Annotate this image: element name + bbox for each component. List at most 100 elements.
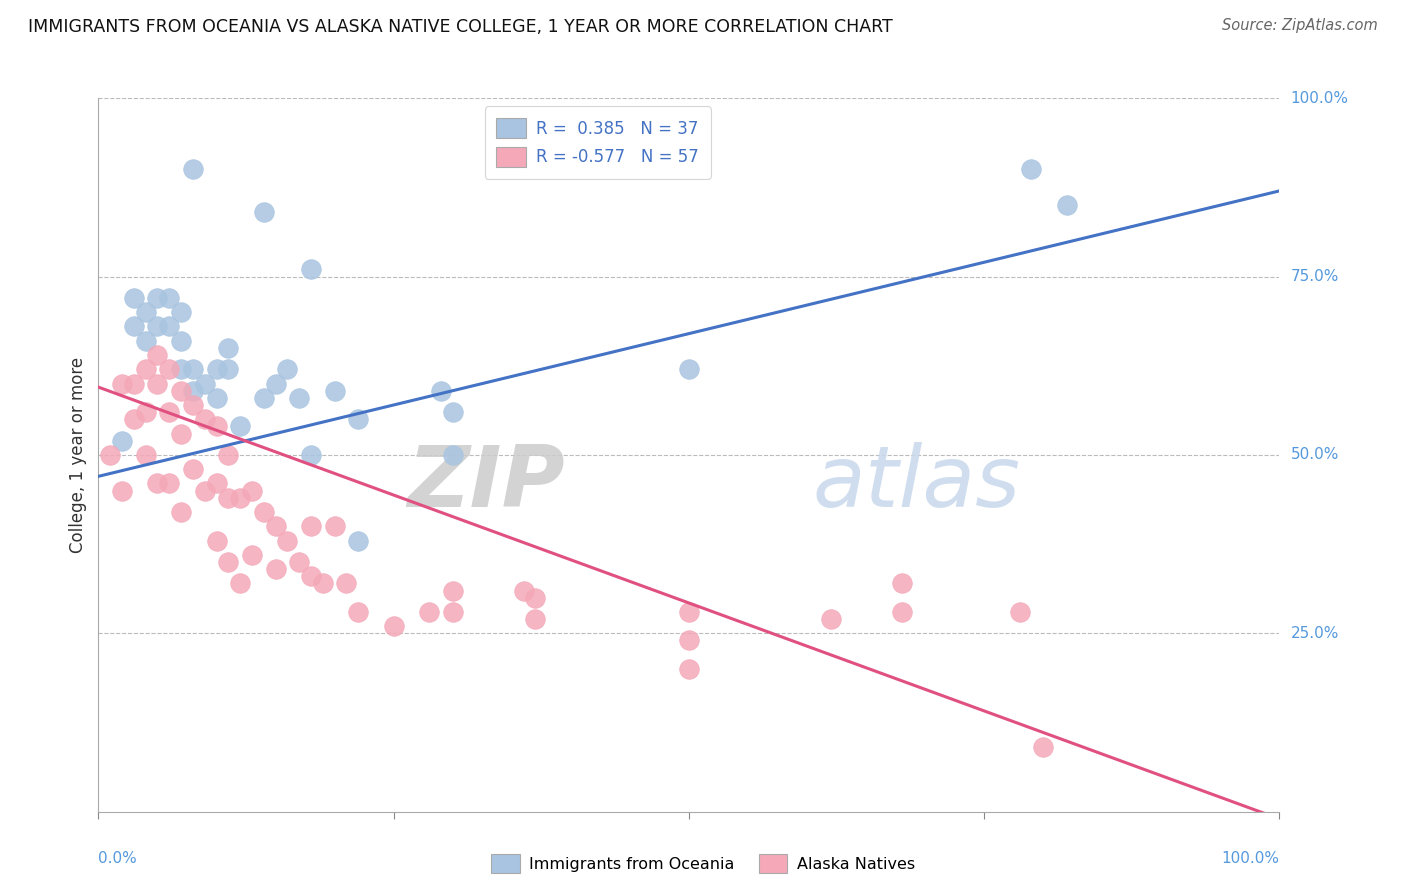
Point xyxy=(1056,198,1078,212)
Point xyxy=(240,548,263,562)
Point xyxy=(170,384,193,398)
Point xyxy=(122,319,145,334)
Point xyxy=(441,405,464,419)
Point xyxy=(205,419,228,434)
Point xyxy=(1032,740,1054,755)
Point xyxy=(229,576,252,591)
Point xyxy=(229,491,252,505)
Text: 0.0%: 0.0% xyxy=(98,851,138,865)
Point xyxy=(157,291,180,305)
Point xyxy=(135,448,157,462)
Point xyxy=(678,605,700,619)
Point xyxy=(217,341,239,355)
Point xyxy=(135,362,157,376)
Point xyxy=(170,334,193,348)
Point xyxy=(194,483,217,498)
Point xyxy=(430,384,453,398)
Point xyxy=(181,162,204,177)
Point xyxy=(135,405,157,419)
Point xyxy=(146,376,169,391)
Point xyxy=(524,612,547,626)
Point xyxy=(181,398,204,412)
Point xyxy=(111,483,134,498)
Text: atlas: atlas xyxy=(813,442,1021,525)
Point xyxy=(299,262,322,277)
Point xyxy=(157,476,180,491)
Point xyxy=(205,533,228,548)
Point xyxy=(253,505,276,519)
Point xyxy=(288,391,311,405)
Point xyxy=(288,555,311,569)
Point xyxy=(276,533,298,548)
Point xyxy=(170,505,193,519)
Legend: R =  0.385   N = 37, R = -0.577   N = 57: R = 0.385 N = 37, R = -0.577 N = 57 xyxy=(485,106,711,178)
Point xyxy=(194,412,217,426)
Point xyxy=(299,448,322,462)
Point xyxy=(347,412,370,426)
Point xyxy=(146,348,169,362)
Point xyxy=(418,605,440,619)
Point xyxy=(122,291,145,305)
Point xyxy=(890,605,912,619)
Text: IMMIGRANTS FROM OCEANIA VS ALASKA NATIVE COLLEGE, 1 YEAR OR MORE CORRELATION CHA: IMMIGRANTS FROM OCEANIA VS ALASKA NATIVE… xyxy=(28,18,893,36)
Point xyxy=(98,448,121,462)
Point xyxy=(205,362,228,376)
Point xyxy=(194,376,217,391)
Point xyxy=(347,605,370,619)
Point xyxy=(820,612,842,626)
Point xyxy=(299,569,322,583)
Point xyxy=(335,576,357,591)
Point xyxy=(678,633,700,648)
Point xyxy=(253,391,276,405)
Point xyxy=(264,562,287,576)
Point xyxy=(217,555,239,569)
Point xyxy=(170,362,193,376)
Point xyxy=(253,205,276,219)
Point xyxy=(146,291,169,305)
Point xyxy=(678,362,700,376)
Point xyxy=(146,319,169,334)
Point xyxy=(135,305,157,319)
Point xyxy=(524,591,547,605)
Point xyxy=(240,483,263,498)
Text: 100.0%: 100.0% xyxy=(1222,851,1279,865)
Legend: Immigrants from Oceania, Alaska Natives: Immigrants from Oceania, Alaska Natives xyxy=(485,847,921,880)
Point xyxy=(181,384,204,398)
Point xyxy=(299,519,322,533)
Text: ZIP: ZIP xyxy=(408,442,565,525)
Point xyxy=(122,412,145,426)
Point xyxy=(678,662,700,676)
Point xyxy=(111,376,134,391)
Point xyxy=(264,376,287,391)
Text: 25.0%: 25.0% xyxy=(1291,626,1339,640)
Point xyxy=(217,448,239,462)
Point xyxy=(146,476,169,491)
Point xyxy=(347,533,370,548)
Point xyxy=(323,384,346,398)
Point xyxy=(1008,605,1031,619)
Y-axis label: College, 1 year or more: College, 1 year or more xyxy=(69,357,87,553)
Point xyxy=(170,426,193,441)
Point xyxy=(890,576,912,591)
Point xyxy=(157,319,180,334)
Text: Source: ZipAtlas.com: Source: ZipAtlas.com xyxy=(1222,18,1378,33)
Point xyxy=(157,362,180,376)
Point xyxy=(181,462,204,476)
Point xyxy=(111,434,134,448)
Point xyxy=(217,491,239,505)
Point xyxy=(217,362,239,376)
Point xyxy=(229,419,252,434)
Text: 100.0%: 100.0% xyxy=(1291,91,1348,105)
Point xyxy=(1021,162,1043,177)
Text: 50.0%: 50.0% xyxy=(1291,448,1339,462)
Point xyxy=(312,576,335,591)
Point xyxy=(122,376,145,391)
Point xyxy=(441,605,464,619)
Text: 75.0%: 75.0% xyxy=(1291,269,1339,284)
Point xyxy=(441,583,464,598)
Point xyxy=(382,619,405,633)
Point xyxy=(323,519,346,533)
Point xyxy=(135,334,157,348)
Point xyxy=(264,519,287,533)
Point xyxy=(441,448,464,462)
